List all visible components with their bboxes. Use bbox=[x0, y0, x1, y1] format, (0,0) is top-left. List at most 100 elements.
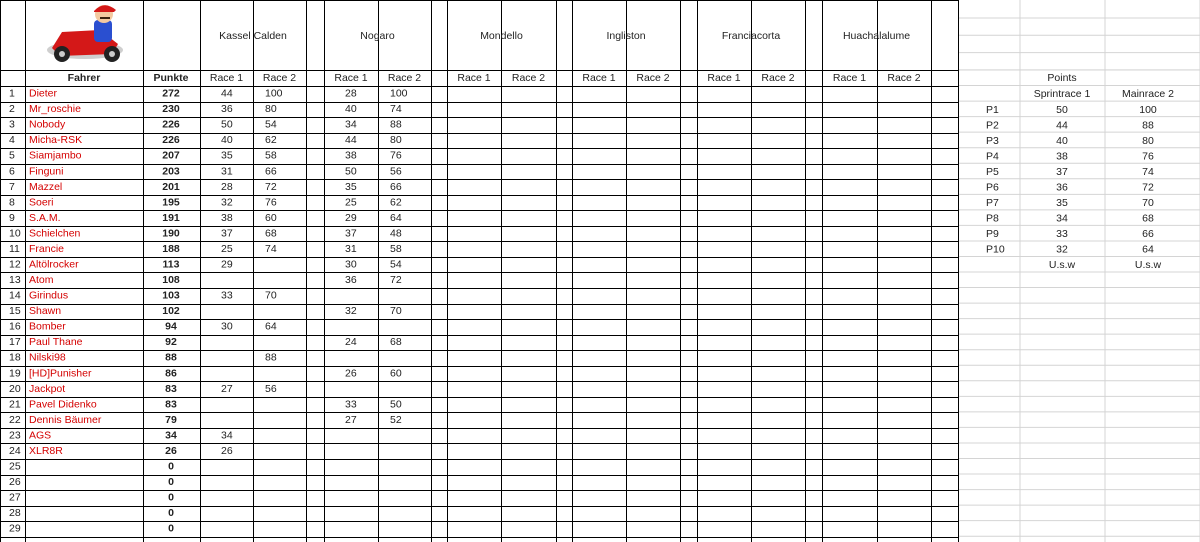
driver-points: 203 bbox=[162, 165, 180, 177]
race-result: 44 bbox=[221, 88, 233, 100]
place-points: 66 bbox=[1142, 228, 1154, 240]
race-result: 31 bbox=[345, 243, 357, 255]
race-result: 27 bbox=[345, 414, 357, 426]
race-result: 88 bbox=[265, 352, 277, 364]
place-points: 50 bbox=[1056, 104, 1068, 116]
driver-points: 79 bbox=[165, 414, 177, 426]
race-result: 70 bbox=[390, 305, 402, 317]
driver-points: 0 bbox=[168, 523, 174, 535]
race-result: 25 bbox=[221, 243, 233, 255]
race-result: 66 bbox=[390, 181, 402, 193]
race-result: 28 bbox=[345, 88, 357, 100]
driver-name: Shawn bbox=[29, 305, 61, 317]
race-header: Race 2 bbox=[761, 72, 794, 84]
row-number: 9 bbox=[9, 212, 15, 224]
place-label: P6 bbox=[986, 181, 999, 193]
place-points: 80 bbox=[1142, 135, 1154, 147]
place-points: 34 bbox=[1056, 213, 1068, 225]
race-result: 28 bbox=[221, 181, 233, 193]
race-header: Race 1 bbox=[210, 72, 243, 84]
driver-points: 26 bbox=[165, 445, 177, 457]
row-number: 19 bbox=[9, 367, 21, 379]
driver-points: 86 bbox=[165, 367, 177, 379]
driver-points: 201 bbox=[162, 181, 180, 193]
race-header: Race 1 bbox=[334, 72, 367, 84]
driver-name: Atom bbox=[29, 274, 54, 286]
driver-points: 226 bbox=[162, 134, 180, 146]
row-number: 27 bbox=[9, 492, 21, 504]
driver-name: Pavel Didenko bbox=[29, 398, 97, 410]
race-header: Race 2 bbox=[512, 72, 545, 84]
race-result: 100 bbox=[390, 88, 408, 100]
driver-name: [HD]Punisher bbox=[29, 367, 92, 379]
place-label: P4 bbox=[986, 150, 999, 162]
driver-name: S.A.M. bbox=[29, 212, 61, 224]
race-result: 64 bbox=[265, 321, 277, 333]
row-number: 24 bbox=[9, 445, 21, 457]
row-number: 14 bbox=[9, 290, 21, 302]
driver-name: Paul Thane bbox=[29, 336, 83, 348]
race-result: 44 bbox=[345, 134, 357, 146]
row-number: 23 bbox=[9, 429, 21, 441]
driver-points: 191 bbox=[162, 212, 180, 224]
race-header: Race 2 bbox=[887, 72, 920, 84]
race-result: 54 bbox=[265, 119, 277, 131]
driver-name: Schielchen bbox=[29, 227, 81, 239]
row-number: 6 bbox=[9, 165, 15, 177]
place-points: 70 bbox=[1142, 197, 1154, 209]
race-result: 52 bbox=[390, 414, 402, 426]
driver-points: 0 bbox=[168, 461, 174, 473]
race-result: 80 bbox=[265, 103, 277, 115]
points-footer: U.s.w bbox=[1135, 259, 1162, 271]
race-result: 58 bbox=[265, 150, 277, 162]
race-result: 32 bbox=[221, 196, 233, 208]
race-result: 60 bbox=[265, 212, 277, 224]
place-points: 38 bbox=[1056, 150, 1068, 162]
driver-points: 230 bbox=[162, 103, 180, 115]
race-result: 37 bbox=[345, 227, 357, 239]
driver-name: Mr_roschie bbox=[29, 103, 81, 115]
race-header: Race 1 bbox=[707, 72, 740, 84]
race-result: 40 bbox=[345, 103, 357, 115]
place-points: 32 bbox=[1056, 244, 1068, 256]
track-name: Nogaro bbox=[360, 30, 395, 42]
driver-name: Siamjambo bbox=[29, 150, 82, 162]
row-number: 2 bbox=[9, 103, 15, 115]
place-label: P9 bbox=[986, 228, 999, 240]
race-result: 66 bbox=[265, 165, 277, 177]
race-result: 33 bbox=[221, 290, 233, 302]
row-number: 3 bbox=[9, 119, 15, 131]
race-result: 80 bbox=[390, 134, 402, 146]
points-title: Points bbox=[1047, 72, 1076, 84]
race-result: 50 bbox=[345, 165, 357, 177]
race-result: 56 bbox=[265, 383, 277, 395]
column-header: Fahrer bbox=[68, 72, 101, 84]
race-result: 58 bbox=[390, 243, 402, 255]
row-number: 13 bbox=[9, 274, 21, 286]
race-result: 26 bbox=[345, 367, 357, 379]
row-number: 1 bbox=[9, 88, 15, 100]
driver-points: 102 bbox=[162, 305, 180, 317]
race-result: 29 bbox=[345, 212, 357, 224]
driver-points: 195 bbox=[162, 196, 180, 208]
points-footer: U.s.w bbox=[1049, 259, 1076, 271]
race-result: 38 bbox=[345, 150, 357, 162]
driver-name: Dennis Bäumer bbox=[29, 414, 102, 426]
race-result: 34 bbox=[221, 429, 233, 441]
race-result: 30 bbox=[221, 321, 233, 333]
row-number: 22 bbox=[9, 414, 21, 426]
race-result: 36 bbox=[221, 103, 233, 115]
race-result: 70 bbox=[265, 290, 277, 302]
race-result: 25 bbox=[345, 196, 357, 208]
driver-name: Girindus bbox=[29, 290, 68, 302]
row-number: 26 bbox=[9, 476, 21, 488]
row-number: 21 bbox=[9, 398, 21, 410]
race-result: 37 bbox=[221, 227, 233, 239]
kart-logo bbox=[47, 5, 123, 62]
column-header: Punkte bbox=[153, 72, 188, 84]
row-number: 15 bbox=[9, 305, 21, 317]
row-number: 28 bbox=[9, 507, 21, 519]
driver-points: 272 bbox=[162, 88, 180, 100]
track-name: Huachalalume bbox=[843, 30, 910, 42]
